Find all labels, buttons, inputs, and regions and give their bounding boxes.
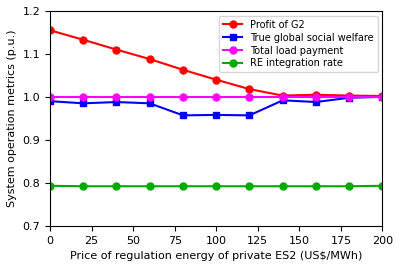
Line: Profit of G2: Profit of G2 (46, 27, 386, 99)
Profit of G2 (280, 94, 285, 97)
RE integration rate (380, 184, 385, 187)
RE integration rate (314, 185, 318, 188)
RE integration rate (114, 185, 119, 188)
True global social welfare (147, 102, 152, 105)
Profit of G2 (48, 29, 52, 32)
True global social welfare (314, 100, 318, 104)
True global social welfare (247, 114, 252, 117)
RE integration rate (280, 185, 285, 188)
True global social welfare (180, 114, 185, 117)
Total load payment (347, 95, 352, 98)
Total load payment (380, 95, 385, 98)
Total load payment (147, 95, 152, 98)
Line: Total load payment: Total load payment (46, 94, 386, 100)
RE integration rate (81, 185, 86, 188)
Total load payment (180, 95, 185, 98)
RE integration rate (180, 185, 185, 188)
Profit of G2 (180, 68, 185, 71)
RE integration rate (214, 185, 219, 188)
True global social welfare (81, 102, 86, 105)
True global social welfare (48, 100, 52, 103)
True global social welfare (114, 100, 119, 104)
Line: True global social welfare: True global social welfare (46, 94, 386, 119)
True global social welfare (380, 95, 385, 98)
RE integration rate (147, 185, 152, 188)
Total load payment (247, 95, 252, 98)
True global social welfare (347, 96, 352, 99)
Line: RE integration rate: RE integration rate (46, 182, 386, 190)
Profit of G2 (347, 94, 352, 97)
Profit of G2 (147, 57, 152, 61)
RE integration rate (347, 185, 352, 188)
Total load payment (114, 95, 119, 98)
True global social welfare (214, 113, 219, 117)
Profit of G2 (247, 88, 252, 91)
X-axis label: Price of regulation energy of private ES2 (US$/MWh): Price of regulation energy of private ES… (70, 251, 362, 261)
Y-axis label: System operation metrics (p.u.): System operation metrics (p.u.) (7, 29, 17, 207)
Profit of G2 (81, 38, 86, 41)
True global social welfare (280, 99, 285, 102)
Total load payment (48, 95, 52, 98)
Profit of G2 (214, 78, 219, 81)
Total load payment (214, 95, 219, 98)
Profit of G2 (380, 94, 385, 98)
Total load payment (280, 95, 285, 98)
Profit of G2 (314, 93, 318, 96)
Total load payment (314, 95, 318, 98)
Total load payment (81, 95, 86, 98)
Legend: Profit of G2, True global social welfare, Total load payment, RE integration rat: Profit of G2, True global social welfare… (219, 16, 378, 72)
RE integration rate (48, 184, 52, 187)
Profit of G2 (114, 48, 119, 51)
RE integration rate (247, 185, 252, 188)
